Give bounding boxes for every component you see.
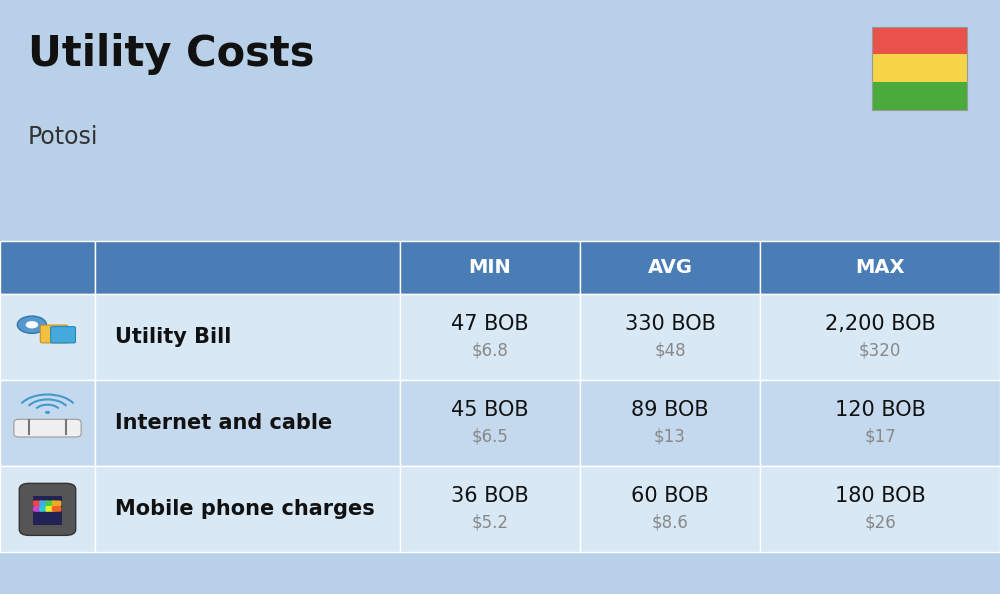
Text: MAX: MAX [855, 258, 905, 277]
Text: Mobile phone charges: Mobile phone charges [115, 500, 375, 519]
FancyBboxPatch shape [19, 484, 76, 535]
Text: $5.2: $5.2 [472, 513, 509, 532]
FancyBboxPatch shape [46, 500, 55, 506]
FancyBboxPatch shape [40, 325, 68, 343]
FancyBboxPatch shape [872, 55, 967, 82]
Text: 180 BOB: 180 BOB [835, 486, 925, 506]
FancyBboxPatch shape [52, 500, 61, 506]
FancyBboxPatch shape [580, 466, 760, 552]
Circle shape [17, 316, 46, 333]
FancyBboxPatch shape [0, 380, 95, 466]
FancyBboxPatch shape [95, 466, 400, 552]
Text: MIN: MIN [469, 258, 511, 277]
FancyBboxPatch shape [95, 380, 400, 466]
Circle shape [45, 411, 50, 414]
FancyBboxPatch shape [580, 380, 760, 466]
Text: $6.5: $6.5 [472, 427, 508, 446]
Circle shape [26, 321, 38, 328]
FancyBboxPatch shape [0, 294, 95, 380]
Text: 330 BOB: 330 BOB [625, 314, 715, 334]
FancyBboxPatch shape [760, 466, 1000, 552]
FancyBboxPatch shape [400, 380, 580, 466]
FancyBboxPatch shape [400, 466, 580, 552]
Text: 45 BOB: 45 BOB [451, 400, 529, 420]
Text: Utility Costs: Utility Costs [28, 33, 314, 75]
FancyBboxPatch shape [580, 294, 760, 380]
Text: Utility Bill: Utility Bill [115, 327, 231, 347]
FancyBboxPatch shape [760, 380, 1000, 466]
Text: 89 BOB: 89 BOB [631, 400, 709, 420]
FancyBboxPatch shape [400, 241, 580, 294]
FancyBboxPatch shape [95, 241, 400, 294]
FancyBboxPatch shape [580, 241, 760, 294]
FancyBboxPatch shape [0, 241, 95, 294]
Text: 2,200 BOB: 2,200 BOB [825, 314, 935, 334]
FancyBboxPatch shape [760, 241, 1000, 294]
Text: $320: $320 [859, 341, 901, 359]
Text: 60 BOB: 60 BOB [631, 486, 709, 506]
Text: $8.6: $8.6 [652, 513, 688, 532]
FancyBboxPatch shape [33, 506, 43, 512]
FancyBboxPatch shape [760, 294, 1000, 380]
FancyBboxPatch shape [0, 466, 95, 552]
Text: Internet and cable: Internet and cable [115, 413, 332, 433]
FancyBboxPatch shape [39, 506, 49, 512]
FancyBboxPatch shape [400, 294, 580, 380]
Text: $17: $17 [864, 427, 896, 446]
Text: $13: $13 [654, 427, 686, 446]
FancyBboxPatch shape [46, 506, 55, 512]
Text: $48: $48 [654, 341, 686, 359]
FancyBboxPatch shape [872, 82, 967, 110]
Text: 47 BOB: 47 BOB [451, 314, 529, 334]
FancyBboxPatch shape [52, 506, 61, 512]
Text: $6.8: $6.8 [472, 341, 508, 359]
FancyBboxPatch shape [33, 496, 62, 526]
FancyBboxPatch shape [872, 27, 967, 55]
FancyBboxPatch shape [14, 419, 81, 437]
Text: 36 BOB: 36 BOB [451, 486, 529, 506]
FancyBboxPatch shape [39, 500, 49, 506]
FancyBboxPatch shape [95, 294, 400, 380]
Text: Potosi: Potosi [28, 125, 98, 148]
FancyBboxPatch shape [33, 500, 43, 506]
Text: AVG: AVG [647, 258, 692, 277]
Text: $26: $26 [864, 513, 896, 532]
Text: 120 BOB: 120 BOB [835, 400, 925, 420]
FancyBboxPatch shape [51, 327, 76, 343]
